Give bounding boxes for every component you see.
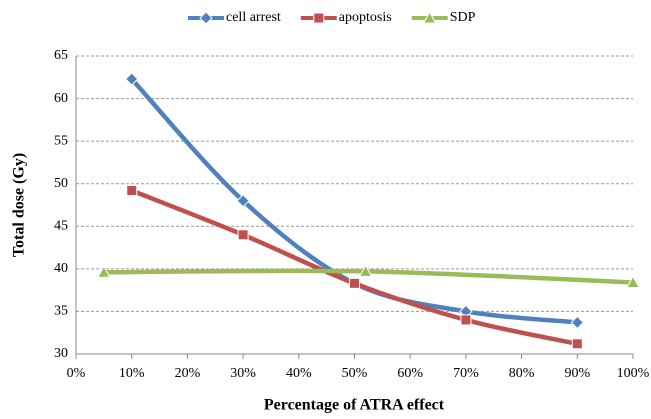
marker xyxy=(626,275,640,288)
x-tick-label: 80% xyxy=(509,366,535,381)
x-tick-label: 0% xyxy=(67,366,86,381)
marker xyxy=(570,315,585,330)
y-tick-label: 40 xyxy=(54,261,68,276)
x-tick-label: 60% xyxy=(397,366,423,381)
marker xyxy=(571,338,583,350)
y-tick-label: 65 xyxy=(54,48,68,63)
legend-label: apoptosis xyxy=(339,10,392,25)
marker xyxy=(237,229,249,241)
marker xyxy=(460,314,472,326)
marker xyxy=(349,277,360,289)
x-tick-label: 20% xyxy=(175,366,201,381)
x-tick-label: 30% xyxy=(230,366,256,381)
marker xyxy=(126,185,138,197)
legend-marker xyxy=(313,12,325,24)
x-tick-label: 10% xyxy=(119,366,145,381)
x-tick-label: 40% xyxy=(286,366,312,381)
y-tick-label: 60 xyxy=(54,91,68,106)
series-line xyxy=(130,188,578,346)
y-axis-title: Total dose (Gy) xyxy=(11,153,28,257)
y-tick-label: 50 xyxy=(54,176,68,191)
y-tick-label: 45 xyxy=(54,219,68,234)
y-tick-label: 30 xyxy=(54,346,68,361)
x-tick-label: 100% xyxy=(617,366,650,381)
x-tick-label: 90% xyxy=(564,366,590,381)
legend-label: SDP xyxy=(450,10,476,25)
marker xyxy=(97,265,111,278)
marker xyxy=(236,194,250,208)
y-tick-label: 35 xyxy=(54,304,68,319)
x-axis-title: Percentage of ATRA effect xyxy=(264,397,445,414)
marker xyxy=(124,72,139,86)
y-tick-label: 55 xyxy=(54,133,68,148)
legend-marker xyxy=(199,11,213,25)
x-tick-label: 70% xyxy=(453,366,479,381)
x-tick-label: 50% xyxy=(342,366,368,381)
legend-label: cell arrest xyxy=(226,10,281,25)
legend-marker xyxy=(422,10,437,24)
marker xyxy=(358,264,373,277)
